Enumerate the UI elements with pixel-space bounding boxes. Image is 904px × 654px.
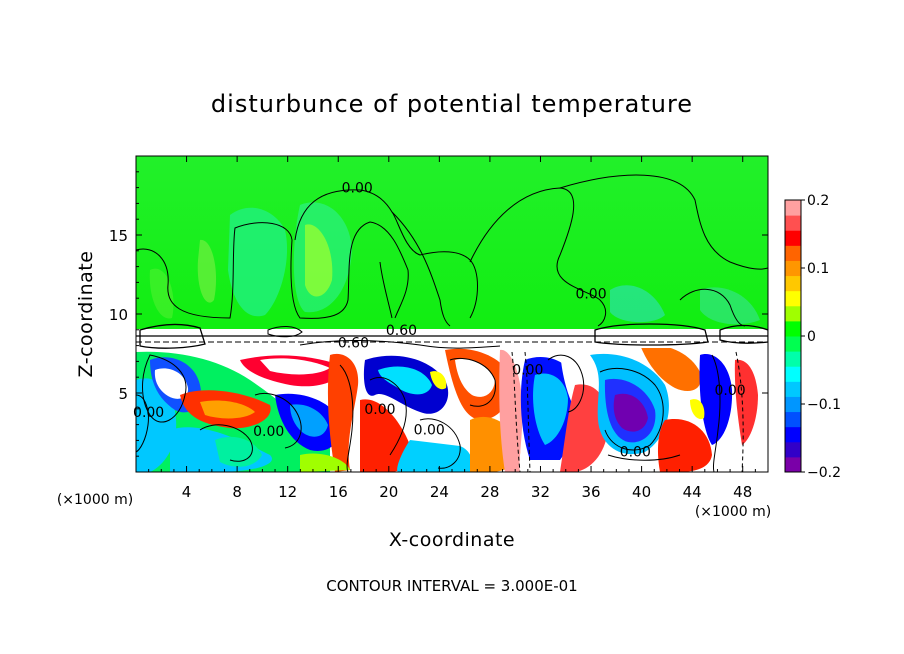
x-tick-label: 28 [480, 483, 499, 501]
contour-label: 0.00 [575, 286, 606, 302]
colorbar-swatch [785, 396, 801, 413]
colorbar-swatch [785, 200, 801, 216]
colorbar-swatch [785, 366, 801, 382]
y-axis: 5 10 15 [109, 171, 768, 457]
colorbar-swatch [785, 426, 801, 443]
contour-label: 0.00 [714, 383, 745, 399]
x-axis-label: X-coordinate [389, 529, 515, 551]
contour-label: 0.60 [386, 323, 417, 339]
colorbar-tick-label: 0.2 [807, 193, 829, 209]
x-tick-label: 36 [581, 483, 600, 501]
x-tick-label: 12 [278, 483, 297, 501]
x-tick-label: 8 [232, 483, 242, 501]
x-tick-label: 20 [379, 483, 398, 501]
contour-label: 0.00 [253, 424, 284, 440]
contour-label: 0.00 [342, 181, 373, 197]
x-unit-label-right: (×1000 m) [695, 504, 771, 520]
x-tick-label: 32 [531, 483, 550, 501]
colorbar-swatch [785, 411, 801, 428]
x-axis: 4 8 12 16 20 24 28 32 36 40 44 48 [148, 156, 756, 501]
chart-title: disturbunce of potential temperature [211, 90, 693, 118]
colorbar-swatch [785, 456, 801, 473]
colorbar-tick-label: 0.1 [807, 261, 829, 277]
x-tick-label: 24 [430, 483, 449, 501]
x-unit-label-left: (×1000 m) [57, 492, 133, 508]
colorbar-swatch [785, 320, 801, 337]
y-axis-label: Z-coordinate [75, 251, 97, 378]
upper-patch [197, 239, 217, 303]
plot-field [136, 156, 768, 472]
colorbar-swatch [785, 441, 801, 458]
y-tick-label: 5 [118, 385, 128, 403]
colorbar-swatch [785, 336, 801, 352]
colorbar-swatch [785, 230, 801, 246]
upper-patch [149, 268, 174, 319]
contour-labels: 0.00 0.00 0.60 0.60 0.00 0.00 0.00 0.00 0.00 0.00… [133, 181, 746, 461]
contour-label: 0.60 [338, 335, 369, 351]
y-tick-label: 10 [109, 306, 128, 324]
contour-label: 0.00 [364, 402, 395, 418]
contour-label: 0.00 [620, 444, 651, 460]
x-tick-label: 48 [733, 483, 752, 501]
contour-label: 0.00 [133, 405, 164, 421]
colorbar-swatch [785, 245, 801, 261]
contour-label: 0.00 [512, 362, 543, 378]
colorbar-swatch [785, 351, 801, 367]
x-tick-label: 40 [632, 483, 651, 501]
y-tick-label: 15 [109, 227, 128, 245]
colorbar: 0.2 0.1 0 −0.1 −0.2 [784, 193, 841, 481]
colorbar-tick-label: −0.2 [807, 465, 841, 481]
x-tick-label: 4 [182, 483, 192, 501]
colorbar-swatch [785, 305, 801, 322]
colorbar-swatch [785, 260, 801, 277]
colorbar-swatch [785, 381, 801, 397]
contour-label: 0.00 [414, 422, 445, 438]
upper-patch [228, 207, 288, 317]
colorbar-tick-label: 0 [807, 329, 816, 345]
colorbar-swatch [785, 290, 801, 307]
colorbar-tick-label: −0.1 [807, 397, 841, 413]
contour-interval-annotation: CONTOUR INTERVAL = 3.000E-01 [326, 577, 577, 595]
lower-layer-field [136, 344, 768, 472]
colorbar-swatch [785, 275, 801, 292]
upper-patch [610, 285, 665, 323]
contour-lines [136, 174, 768, 472]
upper-patch [305, 224, 333, 297]
x-tick-label: 16 [329, 483, 348, 501]
colorbar-swatch [785, 215, 801, 231]
x-tick-label: 44 [683, 483, 702, 501]
